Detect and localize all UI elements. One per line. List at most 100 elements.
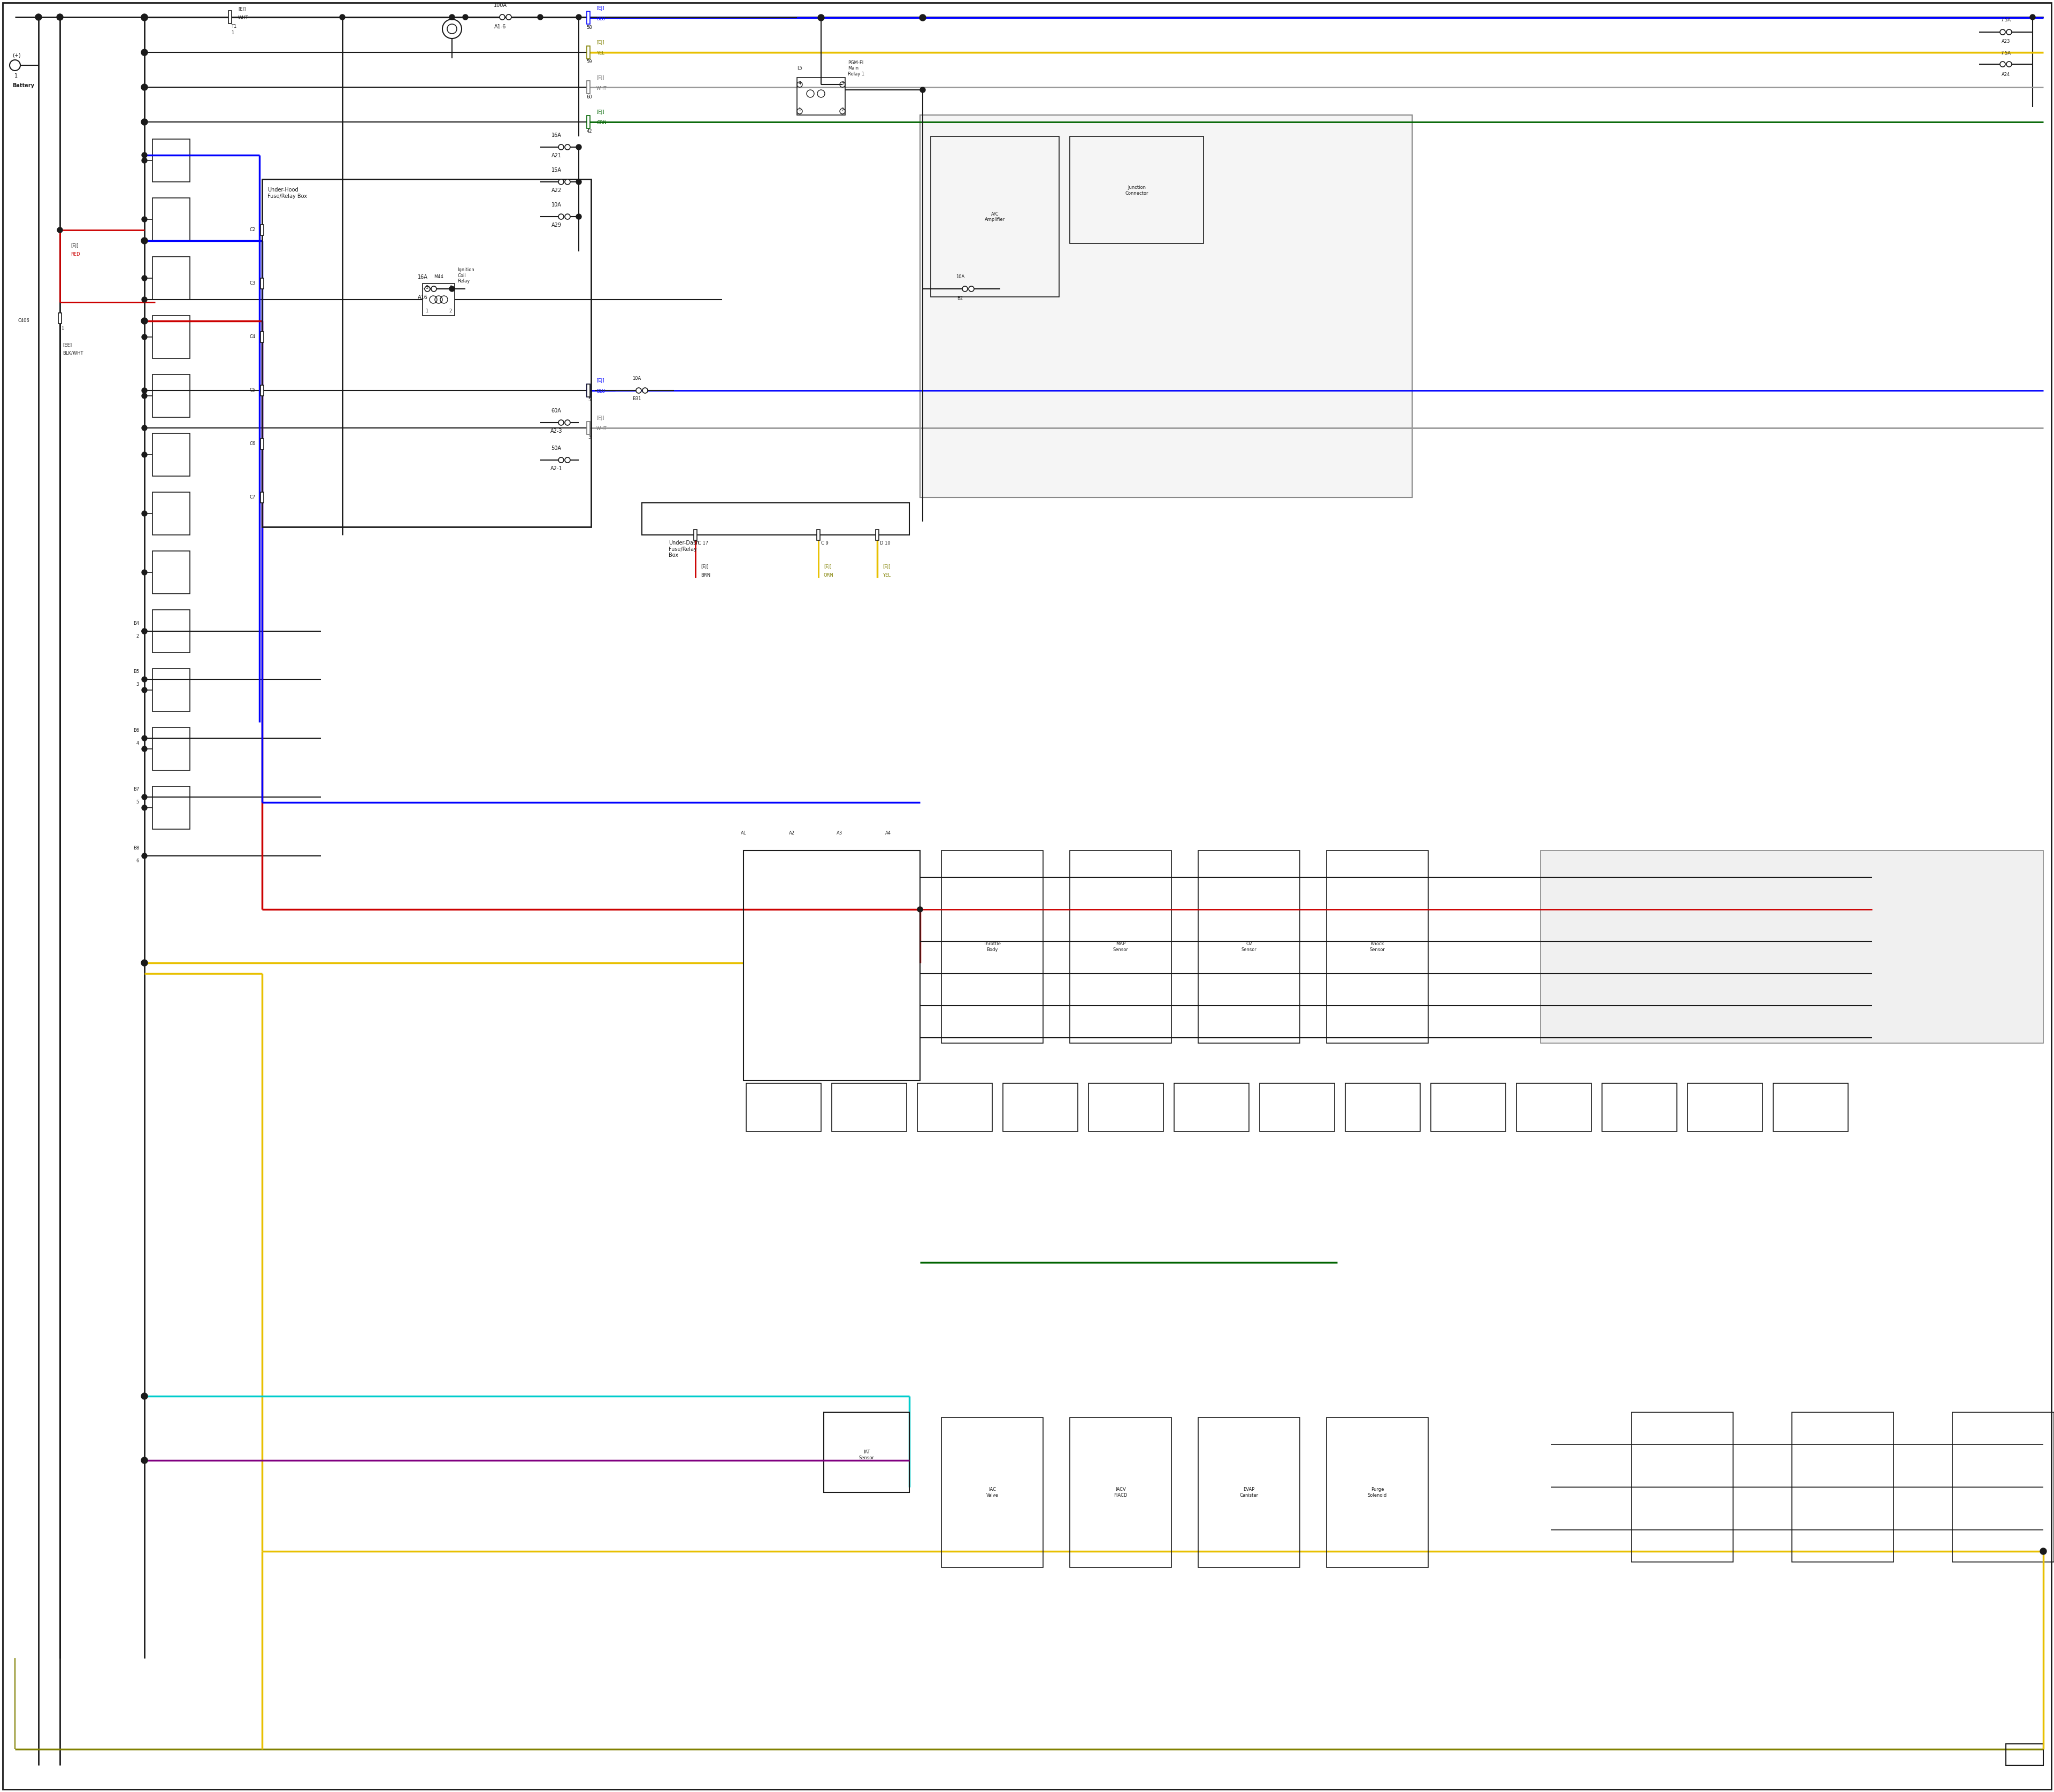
Bar xyxy=(263,179,592,527)
Circle shape xyxy=(643,387,647,392)
Circle shape xyxy=(142,276,148,281)
Circle shape xyxy=(142,14,148,20)
Bar xyxy=(1602,1082,1676,1131)
Bar xyxy=(1070,1417,1171,1568)
Text: B7: B7 xyxy=(134,787,140,792)
Circle shape xyxy=(142,335,148,340)
Circle shape xyxy=(142,14,148,22)
Text: 3: 3 xyxy=(425,285,429,290)
Circle shape xyxy=(450,14,454,20)
Circle shape xyxy=(538,14,542,20)
Text: BLK/WHT: BLK/WHT xyxy=(62,351,82,355)
Text: [EJ]: [EJ] xyxy=(700,564,709,570)
Circle shape xyxy=(2040,1548,2046,1554)
Text: C2: C2 xyxy=(251,228,255,233)
Text: B6: B6 xyxy=(134,728,140,733)
Bar xyxy=(261,385,263,396)
Bar xyxy=(1631,1412,1734,1563)
Text: 4: 4 xyxy=(136,742,140,745)
Circle shape xyxy=(142,1457,148,1462)
Text: 10A: 10A xyxy=(633,376,641,382)
Text: C4: C4 xyxy=(251,335,255,339)
Bar xyxy=(875,530,879,539)
Circle shape xyxy=(58,228,62,233)
Bar xyxy=(1089,1082,1163,1131)
Bar xyxy=(1516,1082,1592,1131)
Text: A29: A29 xyxy=(550,222,561,228)
Text: 1: 1 xyxy=(425,308,427,314)
Circle shape xyxy=(142,853,148,858)
Text: IAT
Sensor: IAT Sensor xyxy=(859,1450,875,1460)
Text: A3: A3 xyxy=(836,831,842,835)
Bar xyxy=(1327,851,1428,1043)
Text: A4: A4 xyxy=(885,831,891,835)
Text: 58: 58 xyxy=(587,25,592,30)
Circle shape xyxy=(142,688,148,694)
Circle shape xyxy=(565,145,571,151)
Circle shape xyxy=(142,120,148,125)
Text: 60: 60 xyxy=(587,95,592,99)
Circle shape xyxy=(575,213,581,219)
Text: C5: C5 xyxy=(251,389,255,392)
Text: B31: B31 xyxy=(633,396,641,401)
Text: Throttle
Body: Throttle Body xyxy=(984,941,1000,952)
Circle shape xyxy=(142,1392,148,1400)
Text: A2-3: A2-3 xyxy=(550,428,563,434)
Bar xyxy=(824,1412,910,1493)
Circle shape xyxy=(142,238,148,244)
Circle shape xyxy=(2029,14,2036,20)
Bar xyxy=(694,530,696,539)
Text: A23: A23 xyxy=(2001,39,2011,45)
Text: A22: A22 xyxy=(550,188,561,194)
Text: 4: 4 xyxy=(450,285,452,290)
Text: [EE]: [EE] xyxy=(62,342,72,348)
Bar xyxy=(152,668,189,711)
Circle shape xyxy=(2001,61,2005,66)
Circle shape xyxy=(142,570,148,575)
Text: 16A: 16A xyxy=(550,133,561,138)
Text: 1: 1 xyxy=(799,108,801,113)
Bar xyxy=(261,278,263,289)
Circle shape xyxy=(142,961,148,966)
Circle shape xyxy=(920,88,926,93)
Text: (+): (+) xyxy=(12,54,21,59)
Text: RED: RED xyxy=(70,251,80,256)
Text: 4: 4 xyxy=(799,81,801,86)
Text: IACV
FIACD: IACV FIACD xyxy=(1113,1487,1128,1498)
Text: 60A: 60A xyxy=(550,409,561,414)
Bar xyxy=(832,1082,906,1131)
Bar xyxy=(817,530,820,539)
Circle shape xyxy=(142,629,148,634)
Bar xyxy=(1175,1082,1249,1131)
Circle shape xyxy=(142,1457,148,1464)
Bar xyxy=(261,493,263,504)
Bar xyxy=(587,383,589,396)
Text: [EJ]: [EJ] xyxy=(596,41,604,45)
Bar xyxy=(1345,1082,1419,1131)
Bar xyxy=(152,493,189,536)
Text: [EJ]: [EJ] xyxy=(883,564,889,570)
Text: BLU: BLU xyxy=(596,389,606,394)
Bar xyxy=(152,550,189,593)
Text: WHT: WHT xyxy=(238,16,249,20)
Circle shape xyxy=(920,14,926,22)
Text: Under-Hood
Fuse/Relay Box: Under-Hood Fuse/Relay Box xyxy=(267,186,306,199)
Bar xyxy=(1953,1412,2054,1563)
Text: C3: C3 xyxy=(251,281,255,287)
Bar xyxy=(930,136,1060,297)
Circle shape xyxy=(142,629,148,634)
Bar xyxy=(641,504,910,536)
Bar xyxy=(587,11,589,23)
Text: C 17: C 17 xyxy=(698,541,709,545)
Text: Purge
Solenoid: Purge Solenoid xyxy=(1368,1487,1386,1498)
Text: [EJ]: [EJ] xyxy=(824,564,832,570)
Text: A21: A21 xyxy=(550,152,561,158)
Circle shape xyxy=(2007,61,2011,66)
Text: C 9: C 9 xyxy=(822,541,828,545)
Circle shape xyxy=(565,419,571,425)
Bar xyxy=(152,140,189,181)
Bar xyxy=(941,851,1043,1043)
Text: O2
Sensor: O2 Sensor xyxy=(1241,941,1257,952)
Text: 50A: 50A xyxy=(550,446,561,452)
Text: Junction
Connector: Junction Connector xyxy=(1126,185,1148,195)
